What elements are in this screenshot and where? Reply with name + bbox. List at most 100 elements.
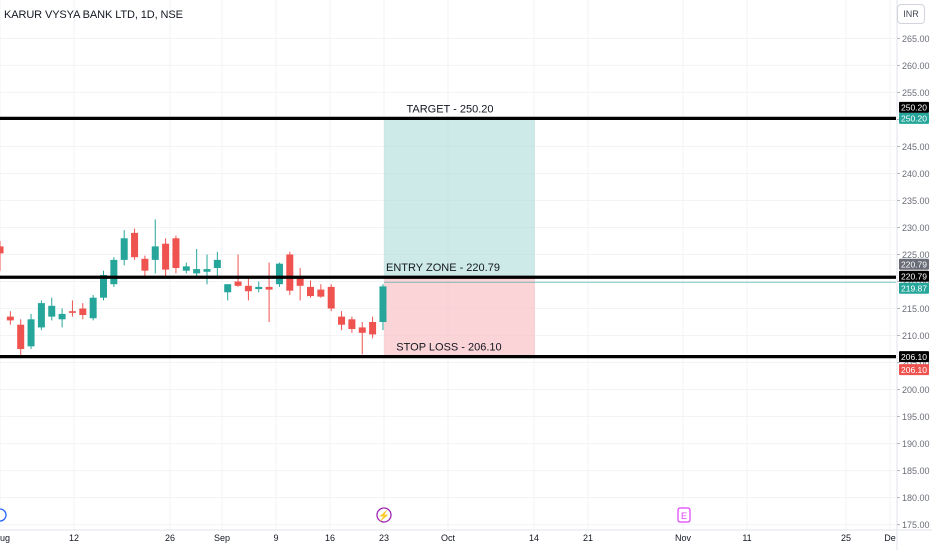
price-tick-label: 235.00 bbox=[902, 196, 930, 206]
entry-axis-label-text: 220.79 bbox=[901, 272, 927, 282]
candle-body bbox=[172, 238, 180, 268]
candle bbox=[244, 277, 252, 301]
candle bbox=[224, 284, 232, 301]
time-tick-label: 9 bbox=[273, 533, 278, 543]
time-axis[interactable]: ug 12 26 Sep 9 16 23 Oct 14 21 Nov 11 25 De bbox=[0, 529, 932, 543]
dividend-marker-icon: ⚡ bbox=[378, 509, 390, 522]
dividend-marker-circle bbox=[376, 507, 392, 523]
candle bbox=[338, 311, 346, 331]
currency-button[interactable]: INR bbox=[897, 4, 925, 24]
price-tick-label: 215.00 bbox=[902, 304, 930, 314]
stop-axis-label-alt-bg bbox=[899, 364, 929, 376]
price-tick-label: 255.00 bbox=[902, 88, 930, 98]
price-tick-label: 205.00 bbox=[902, 358, 930, 368]
candle bbox=[79, 303, 87, 320]
candle bbox=[48, 297, 56, 321]
candle bbox=[327, 284, 335, 312]
candle bbox=[58, 308, 66, 328]
candle bbox=[286, 251, 294, 296]
candle-body bbox=[27, 319, 35, 347]
target-axis-label-alt: 250.20 bbox=[899, 112, 929, 124]
price-tick-label: 180.00 bbox=[902, 493, 930, 503]
stop-axis-label-alt: 206.10 bbox=[899, 364, 929, 376]
candle-body bbox=[255, 286, 263, 290]
candle-body bbox=[100, 275, 107, 298]
time-tick-label: 21 bbox=[583, 533, 593, 543]
time-tick-label: Nov bbox=[675, 533, 692, 543]
time-tick-label: 12 bbox=[69, 533, 79, 543]
candle bbox=[120, 230, 128, 266]
stop-axis-label-text: 206.10 bbox=[901, 352, 927, 362]
candle-body bbox=[131, 232, 139, 258]
candle-body bbox=[348, 319, 356, 330]
time-tick-label: 25 bbox=[841, 533, 851, 543]
candle bbox=[172, 235, 180, 274]
candle bbox=[265, 262, 273, 323]
candle-body bbox=[286, 254, 294, 291]
candle-body bbox=[89, 297, 97, 319]
left-edge-marker-circle bbox=[0, 508, 7, 522]
stop-axis-label: 206.10 bbox=[899, 351, 929, 363]
price-tick-label: 260.00 bbox=[902, 61, 930, 71]
candle-body bbox=[141, 258, 149, 271]
candle-body bbox=[296, 276, 304, 286]
time-tick-label: 16 bbox=[325, 533, 335, 543]
candle bbox=[162, 238, 170, 277]
candle bbox=[348, 316, 356, 333]
candle bbox=[275, 262, 283, 287]
candle-body bbox=[234, 281, 242, 286]
stop-level-label: STOP LOSS - 206.10 bbox=[396, 342, 501, 354]
time-tick-label: ug bbox=[0, 533, 10, 543]
time-tick-label: 26 bbox=[165, 533, 175, 543]
candle bbox=[255, 281, 263, 293]
price-tick-label: 225.00 bbox=[902, 250, 930, 260]
price-tick-label: 190.00 bbox=[902, 439, 930, 449]
price-tick-label: 200.00 bbox=[902, 385, 930, 395]
candle-body bbox=[338, 316, 346, 325]
candle bbox=[0, 240, 4, 271]
event-markers: ⚡ E bbox=[0, 507, 691, 523]
candle bbox=[37, 300, 45, 331]
entry-axis-label-bg bbox=[899, 270, 929, 282]
candle-body bbox=[110, 259, 118, 285]
price-tick-label: 220.00 bbox=[902, 277, 930, 287]
target-axis-label-bg bbox=[899, 101, 929, 113]
target-axis-label: 250.20 bbox=[899, 101, 929, 113]
candle-body bbox=[37, 303, 45, 328]
candle bbox=[307, 280, 314, 298]
entry-axis-label-alt-bg bbox=[899, 258, 929, 270]
candle-body bbox=[358, 327, 366, 333]
candle bbox=[27, 313, 35, 350]
price-tick-label: 265.00 bbox=[902, 34, 930, 44]
price-axis[interactable]: 265.00260.00255.00250.00245.00240.00235.… bbox=[896, 0, 932, 550]
price-tick-label: 195.00 bbox=[902, 412, 930, 422]
candle bbox=[358, 322, 366, 355]
earnings-marker-box bbox=[677, 507, 691, 523]
candle-body bbox=[307, 286, 314, 297]
candle-body bbox=[369, 322, 377, 335]
last-price-axis-label-text: 219.87 bbox=[901, 284, 927, 294]
candle-body bbox=[224, 284, 232, 293]
candle-body bbox=[275, 263, 283, 285]
candle bbox=[296, 267, 304, 301]
entry-axis-label: 220.79 bbox=[899, 270, 929, 282]
entry-axis-label-alt-text: 220.79 bbox=[901, 260, 927, 270]
candlestick-series bbox=[0, 219, 387, 358]
stop-loss-zone bbox=[384, 277, 535, 357]
candle bbox=[141, 255, 149, 277]
candle bbox=[17, 319, 25, 358]
left-edge-marker bbox=[0, 508, 7, 522]
dividend-marker: ⚡ bbox=[376, 507, 392, 523]
earnings-marker-icon: E bbox=[681, 511, 687, 521]
candle-body bbox=[244, 285, 252, 292]
target-axis-label-text: 250.20 bbox=[901, 103, 927, 113]
candle-body bbox=[265, 286, 273, 290]
price-tick-label: 240.00 bbox=[902, 169, 930, 179]
candle bbox=[151, 219, 159, 274]
candle-body bbox=[0, 246, 4, 254]
time-tick-label: 14 bbox=[529, 533, 539, 543]
candle bbox=[182, 262, 190, 274]
time-tick-label: 11 bbox=[742, 533, 751, 543]
